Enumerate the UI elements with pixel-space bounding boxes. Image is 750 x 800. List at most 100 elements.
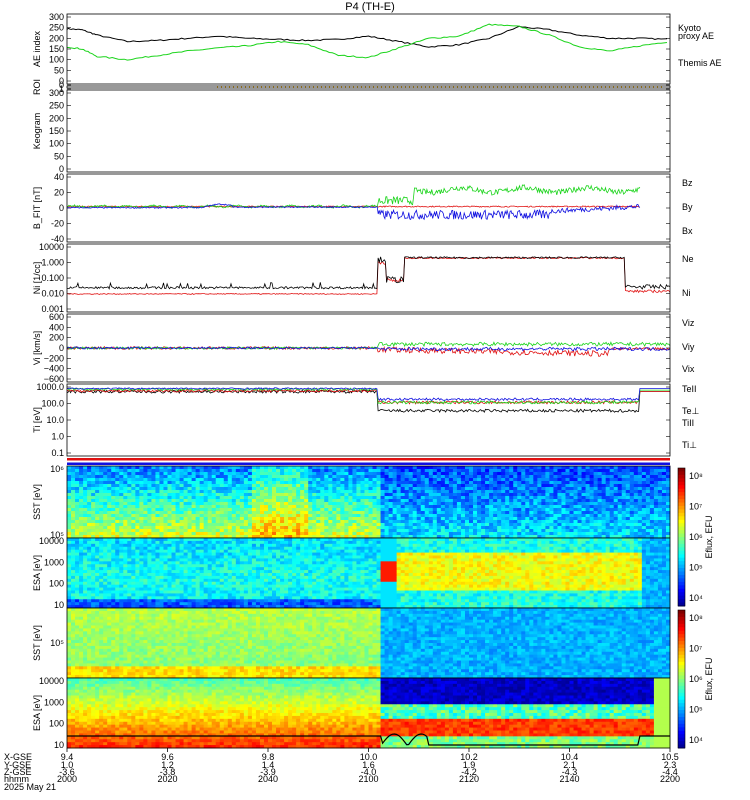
colorbar-electrons-tick: 10⁴ [689, 735, 703, 745]
xaxis-row-label: 2025 May 21 [4, 782, 56, 792]
colorbar-electrons: 10⁸ 10⁷ 10⁶ 10⁵ 10⁴ Eflux, EFU [677, 609, 714, 749]
panel-esa_e: ESA [eV] 10000 1000 100 10 [32, 676, 671, 750]
ytick-dens: 10000 [39, 242, 64, 252]
ytick-temp: 1.0 [51, 432, 64, 442]
colorbar-ions-tick: 10⁸ [689, 471, 703, 481]
ylabel-roi: ROI [32, 79, 42, 95]
legend-v-1: Viy [682, 342, 695, 352]
panel-sst_i: SST [eV] 10⁶ 10⁵ [32, 464, 671, 540]
ytick-ae: 100 [49, 55, 64, 65]
ytick-ae: 50 [54, 65, 64, 75]
series-bx [66, 203, 641, 221]
separator-red [67, 458, 670, 461]
ylabel-vel: Vi [km/s] [32, 331, 42, 365]
legend-t-1: Te⊥ [682, 406, 700, 416]
xaxis-row-label: X-GSE [4, 752, 32, 762]
legend-t-0: TeII [682, 384, 697, 394]
xtick-t: 2100 [358, 774, 378, 784]
ytick-esa_i: 1000 [44, 557, 64, 567]
legend-n-0: Ne [682, 254, 694, 264]
ylabel-esa_e: ESA [eV] [32, 695, 42, 731]
ytick-bfield: -40 [51, 234, 64, 244]
colorbar-ions-frame [677, 467, 686, 607]
colorbar-electrons-frame [677, 609, 686, 749]
ytick-dens: 0.010 [41, 289, 64, 299]
xaxis-row-label: hhmm [4, 774, 29, 784]
xtick-t: 2020 [157, 774, 177, 784]
xtick-z: -3.9 [260, 767, 276, 777]
plot-title: P4 (TH-E) [345, 1, 395, 13]
xtick-x: 10.5 [661, 752, 679, 762]
xaxis-row-label: Z-GSE [4, 767, 32, 777]
frame-bfield [66, 173, 671, 243]
ytick-vel: 200 [49, 333, 64, 343]
xtick-t: 2040 [258, 774, 278, 784]
separator-white [67, 460, 670, 463]
colorbar-electrons-tick: 10⁵ [689, 705, 703, 715]
ytick-vel: −600 [44, 374, 64, 384]
legend-b-0: Bz [682, 178, 693, 188]
xaxis-row-label: Y-GSE [4, 760, 31, 770]
ytick-temp: 0.1 [51, 448, 64, 458]
colorbar-ions: 10⁸ 10⁷ 10⁶ 10⁵ 10⁴ Eflux, EFU [677, 467, 714, 607]
ytick-dens: 0.100 [41, 273, 64, 283]
frame-temp [66, 383, 671, 457]
ylabel-temp: Ti [eV] [32, 407, 42, 433]
xtick-y: 1.4 [262, 760, 275, 770]
xtick-x: 10.0 [360, 752, 378, 762]
ylabel-bfield: B_FIT [nT] [32, 187, 42, 229]
xtick-x: 10.4 [561, 752, 579, 762]
panel-roi: ROI 10 [32, 79, 671, 95]
legend-ae-2: Themis AE [678, 58, 722, 68]
ytick-vel: 400 [49, 322, 64, 332]
legend-ae-0: Kyoto [678, 23, 701, 33]
colorbar-ions-tick: 10⁵ [689, 563, 703, 573]
ytick-keo: 150 [49, 126, 64, 136]
series-ti-perp [66, 387, 670, 402]
xtick-z: -3.8 [160, 767, 176, 777]
ytick-esa_e: 100 [49, 719, 64, 729]
ytick-keo: 0 [59, 164, 64, 174]
frame-dens [66, 243, 671, 313]
ylabel-dens: Ni [1/cc] [32, 262, 42, 295]
panel-bfield: B_FIT [nT] 40 20 0 -20 -40 Bz By Bx [32, 172, 693, 244]
colorbar-electrons-tick: 10⁷ [689, 644, 702, 654]
series-ni [66, 256, 671, 290]
xtick-y: 2.3 [664, 760, 677, 770]
ytick-roi: 0 [59, 80, 64, 90]
ytick-temp: 10.0 [46, 415, 64, 425]
legend-n-1: Ni [682, 288, 691, 298]
heatmap-esa_i [67, 538, 671, 609]
panel-keo: Keogram 300 250 200 150 100 50 0 [32, 88, 671, 174]
ytick-temp: 1000.0 [36, 382, 64, 392]
frame-vel [66, 313, 671, 383]
xtick-z: -3.6 [59, 767, 75, 777]
ytick-vel: 0 [59, 343, 64, 353]
ytick-esa_i: 100 [49, 579, 64, 589]
separator-blue [67, 462, 670, 465]
legend-ae-1: proxy AE [678, 31, 714, 41]
spacecraft-potential-line [67, 733, 670, 746]
ytick-esa_i: 10000 [39, 536, 64, 546]
colorbar-ions-tick: 10⁴ [689, 593, 703, 603]
ytick-bfield: 20 [54, 188, 64, 198]
ytick-bfield: 40 [54, 172, 64, 182]
legend-b-2: Bx [682, 226, 693, 236]
series-te-par [66, 389, 670, 414]
ylabel-ae: AE index [32, 30, 42, 67]
series-te-perp [66, 389, 670, 405]
xtick-y: 1.2 [161, 760, 174, 770]
ytick-ae: 0 [59, 76, 64, 86]
ytick-esa_i: 10 [54, 600, 64, 610]
xtick-x: 9.4 [61, 752, 74, 762]
ytick-keo: 50 [54, 151, 64, 161]
ytick-sst_e: 10⁵ [50, 638, 64, 648]
ytick-ae: 300 [49, 12, 64, 22]
ylabel-sst_i: SST [eV] [32, 484, 42, 520]
xtick-t: 2140 [559, 774, 579, 784]
ytick-ae: 150 [49, 44, 64, 54]
ytick-roi: 1 [59, 84, 64, 94]
ytick-keo: 100 [49, 139, 64, 149]
